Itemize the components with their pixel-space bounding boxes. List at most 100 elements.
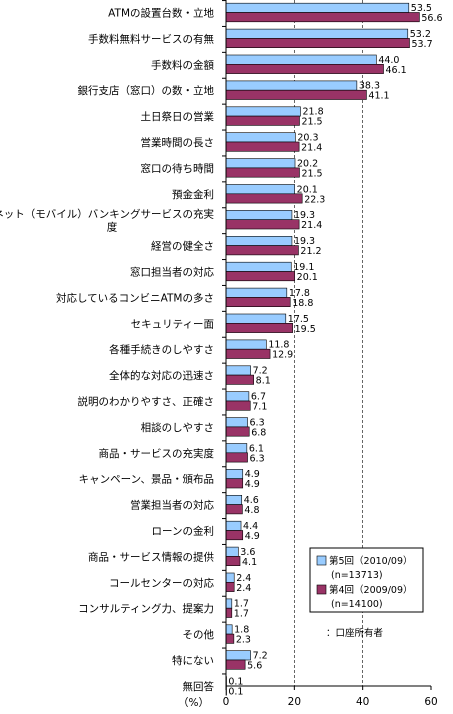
category-label: コンサルティング力、提案力 — [78, 602, 214, 615]
bar-series-2 — [225, 64, 384, 74]
value-label-series-1: 7.2 — [253, 366, 268, 377]
category-label: 手数料無料サービスの有無 — [88, 32, 214, 45]
value-label-series-2: 18.8 — [292, 298, 313, 309]
bar-series-1 — [225, 624, 233, 635]
value-label-series-2: 1.7 — [234, 609, 249, 620]
value-label-series-2: 5.6 — [247, 661, 262, 672]
value-label-series-1: 4.4 — [243, 521, 258, 532]
legend-n-series-1: (n=13713) — [331, 570, 383, 581]
category-label: 商品・サービス情報の提供 — [88, 550, 214, 563]
value-label-series-1: 4.6 — [244, 495, 259, 506]
category-label-line2: 度 — [107, 221, 118, 234]
category-label: コールセンターの対応 — [109, 576, 214, 589]
value-label-series-1: 1.7 — [234, 599, 249, 610]
x-axis: （%） 0 20 40 60 — [178, 0, 438, 709]
bar-series-2 — [225, 452, 248, 463]
value-label-series-1: 38.3 — [359, 81, 380, 92]
value-label-series-1: 3.6 — [240, 547, 255, 558]
category-label: 説明のわかりやすさ、正確さ — [78, 395, 215, 408]
bar-series-1 — [225, 236, 293, 246]
bar-series-2 — [225, 89, 367, 100]
category-label: 対応しているコンビニATMの多さ — [56, 291, 214, 304]
bar-series-1 — [225, 28, 409, 39]
bar-series-2 — [225, 633, 235, 644]
category-label: ATMの設置台数・立地 — [108, 7, 214, 20]
bar-series-2 — [225, 115, 300, 126]
value-label-series-2: 6.8 — [251, 427, 266, 438]
bar-series-1 — [225, 132, 296, 143]
category-label: 各種手続きのしやすさ — [109, 343, 214, 356]
bars-group — [225, 2, 420, 696]
value-label-series-1: 19.1 — [293, 262, 314, 273]
bar-series-1 — [225, 598, 233, 609]
value-label-series-1: 17.8 — [289, 288, 310, 299]
value-label-series-2: 0.1 — [228, 686, 243, 697]
bar-series-2 — [225, 219, 300, 230]
category-label: 窓口担当者の対応 — [130, 266, 214, 279]
value-label-series-1: 17.5 — [288, 314, 309, 325]
bar-series-1 — [225, 520, 242, 531]
value-label-series-1: 1.8 — [234, 625, 249, 636]
bar-series-1 — [225, 313, 287, 324]
bar-series-2 — [225, 426, 250, 437]
value-label-series-1: 4.9 — [245, 469, 260, 480]
bar-series-2 — [225, 607, 233, 618]
value-label-series-1: 0.1 — [228, 676, 243, 687]
bar-series-2 — [225, 245, 299, 256]
value-label-series-1: 53.5 — [411, 3, 432, 14]
value-label-series-1: 19.3 — [294, 236, 315, 247]
value-label-series-2: 21.5 — [301, 117, 322, 128]
value-label-series-2: 21.4 — [301, 143, 322, 154]
bar-series-1 — [225, 210, 293, 220]
value-label-series-2: 4.9 — [245, 531, 260, 542]
legend-swatch-series-2 — [316, 584, 327, 595]
bar-series-1 — [225, 365, 251, 376]
value-label-series-2: 6.3 — [250, 453, 265, 464]
legend-swatch-series-1 — [316, 555, 327, 566]
value-label-series-2: 21.5 — [301, 168, 322, 179]
value-label-series-2: 4.9 — [245, 479, 260, 490]
legend-label-series-2: 第4回（2009/09） — [329, 584, 413, 596]
bar-series-2 — [225, 12, 420, 23]
value-label-series-2: 19.5 — [295, 324, 316, 335]
value-label-series-2: 4.8 — [244, 505, 259, 516]
bar-series-1 — [225, 158, 296, 169]
value-label-series-1: 2.4 — [236, 573, 251, 584]
category-label: 営業時間の長さ — [141, 136, 215, 149]
category-label: 土日祭日の営業 — [141, 110, 215, 123]
value-label-series-2: 41.1 — [368, 91, 389, 102]
bar-series-1 — [225, 261, 292, 272]
x-tick-label-60: 60 — [424, 696, 437, 708]
value-label-series-1: 6.7 — [251, 392, 266, 403]
bar-series-2 — [225, 478, 244, 489]
bar-series-1 — [225, 391, 250, 402]
legend-box — [309, 547, 424, 613]
bar-series-2 — [225, 167, 300, 178]
bar-series-1 — [225, 650, 251, 661]
value-label-series-2: 12.9 — [272, 350, 293, 361]
bar-series-1 — [225, 417, 248, 428]
value-label-series-2: 8.1 — [256, 376, 271, 387]
value-label-series-1: 6.3 — [250, 417, 265, 428]
value-label-series-1: 20.3 — [297, 133, 318, 144]
value-label-series-1: 21.8 — [302, 107, 323, 118]
category-label: 経営の健全さ — [151, 240, 214, 253]
bar-series-2 — [225, 271, 295, 282]
category-label: ネット（モバイル）バンキングサービスの充実 — [0, 208, 214, 221]
bar-series-1 — [225, 184, 295, 195]
value-label-series-2: 2.3 — [236, 635, 251, 646]
bar-series-1 — [225, 54, 377, 65]
value-label-series-2: 46.1 — [386, 65, 407, 76]
category-label: セキュリティー面 — [131, 318, 214, 330]
x-tick-label-0: 0 — [223, 696, 230, 708]
value-label-series-1: 44.0 — [378, 55, 399, 66]
value-label-series-2: 22.3 — [304, 194, 325, 205]
bar-series-2 — [225, 530, 244, 541]
value-label-series-2: 21.4 — [301, 220, 322, 231]
category-label: 手数料の金額 — [151, 58, 214, 71]
bar-series-1 — [225, 494, 243, 505]
bar-series-2 — [225, 322, 293, 333]
x-tick-label-20: 20 — [288, 696, 301, 708]
bar-series-2 — [225, 581, 235, 592]
